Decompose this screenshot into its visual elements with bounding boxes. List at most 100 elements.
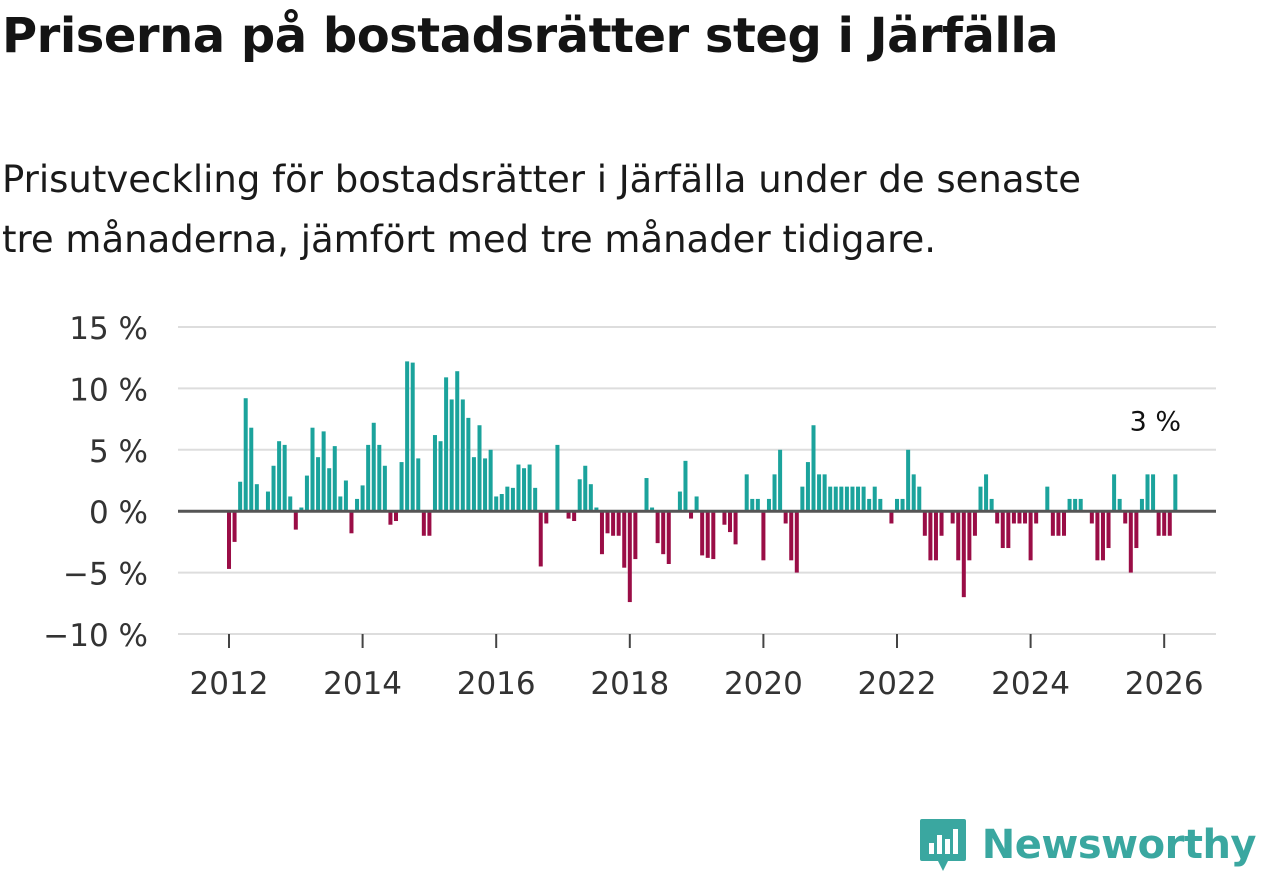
- bar: [394, 511, 399, 522]
- x-axis: 2012 2014 2016 2018 2020 2022 2024 2026: [190, 634, 1204, 702]
- last-value-label: 3 %: [1130, 406, 1181, 437]
- bar: [388, 511, 393, 525]
- bar: [1056, 511, 1061, 536]
- bar: [410, 362, 415, 512]
- bar: [861, 486, 866, 512]
- bar: [761, 511, 766, 561]
- bar: [783, 511, 788, 524]
- bar: [438, 441, 443, 512]
- bar: [299, 507, 304, 512]
- bar: [265, 491, 270, 512]
- bar: [728, 511, 733, 533]
- bar: [460, 399, 465, 512]
- bar: [833, 486, 838, 512]
- bar: [594, 507, 599, 512]
- bar: [911, 474, 916, 512]
- bar: [995, 511, 1000, 524]
- bar: [755, 498, 760, 512]
- bar: [304, 475, 309, 512]
- bar: [1089, 511, 1094, 524]
- x-tick-label: 2014: [323, 666, 402, 702]
- bar: [599, 511, 604, 555]
- bar: [689, 511, 694, 519]
- bar: [510, 487, 515, 512]
- chart-subtitle: Prisutveckling för bostadsrätter i Järfä…: [2, 150, 1257, 270]
- bar: [343, 480, 348, 512]
- bar: [711, 511, 716, 560]
- y-tick-label: 5 %: [89, 434, 148, 470]
- newsworthy-icon: [919, 819, 966, 871]
- bar: [1134, 511, 1139, 549]
- bar: [1139, 498, 1144, 512]
- bar: [321, 431, 326, 512]
- bar: [1011, 511, 1016, 524]
- bar: [705, 511, 710, 558]
- bar: [1095, 511, 1100, 561]
- bar: [844, 486, 849, 512]
- bar: [1167, 511, 1172, 536]
- bar: [243, 398, 248, 512]
- x-tick-label: 2024: [991, 666, 1070, 702]
- bar: [377, 444, 382, 512]
- bar: [744, 474, 749, 512]
- bar: [1050, 511, 1055, 536]
- bar: [555, 444, 560, 512]
- y-tick-label: 10 %: [69, 372, 148, 408]
- bar: [577, 479, 582, 512]
- bar: [644, 478, 649, 512]
- bar: [984, 474, 989, 512]
- bar: [611, 511, 616, 536]
- bar: [366, 444, 371, 512]
- bar: [405, 361, 410, 512]
- bar: [989, 498, 994, 512]
- bar: [1128, 511, 1133, 573]
- bar: [906, 449, 911, 512]
- bar: [961, 511, 966, 598]
- chart-title: Priserna på bostadsrätter steg i Järfäll…: [2, 8, 1059, 64]
- bar: [794, 511, 799, 573]
- bar: [360, 485, 365, 512]
- bar: [566, 511, 571, 519]
- bar: [232, 511, 237, 542]
- bars: [227, 361, 1178, 603]
- bar: [421, 511, 426, 536]
- bar: [700, 511, 705, 556]
- bar: [254, 484, 259, 512]
- bar: [917, 486, 922, 512]
- bar: [249, 427, 254, 512]
- x-tick-label: 2026: [1125, 666, 1204, 702]
- gridlines: [178, 326, 1216, 635]
- bar: [1017, 511, 1022, 524]
- bar: [928, 511, 933, 561]
- bar: [527, 464, 532, 512]
- bar: [978, 486, 983, 512]
- bar: [889, 511, 894, 524]
- bar: [666, 511, 671, 564]
- bar: [650, 507, 655, 512]
- x-tick-label: 2016: [457, 666, 536, 702]
- bar: [867, 498, 872, 512]
- bar: [505, 486, 510, 512]
- bar: [238, 481, 243, 512]
- bar: [293, 511, 298, 530]
- bar: [271, 465, 276, 512]
- bar: [683, 460, 688, 512]
- bar: [355, 498, 360, 512]
- bar: [1100, 511, 1105, 561]
- bar: [805, 462, 810, 512]
- subtitle-line-1: Prisutveckling för bostadsrätter i Järfä…: [2, 158, 1082, 201]
- bar: [856, 486, 861, 512]
- bar: [677, 491, 682, 512]
- bar: [1162, 511, 1167, 536]
- bar: [1067, 498, 1072, 512]
- bar: [750, 498, 755, 512]
- x-tick-label: 2022: [858, 666, 937, 702]
- bar: [1123, 511, 1128, 524]
- bar: [522, 468, 527, 512]
- bar: [766, 498, 771, 512]
- bar: [399, 462, 404, 512]
- bar: [277, 441, 282, 512]
- bar: [583, 465, 588, 512]
- bar: [416, 458, 421, 512]
- bar: [616, 511, 621, 536]
